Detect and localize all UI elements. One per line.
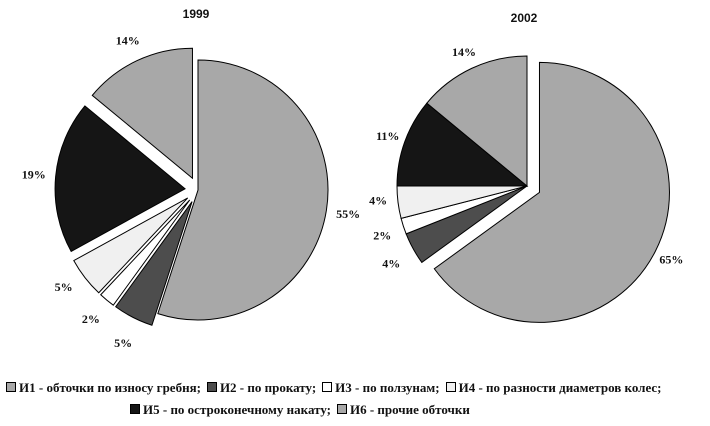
slice-И6: [426, 55, 528, 188]
slice-И4: [73, 197, 189, 294]
slice-label-И6: 14%: [116, 34, 140, 48]
legend-label: И1 - обточки по износу гребня;: [19, 380, 201, 395]
slice-label-И4: 4%: [369, 194, 387, 208]
pie-chart-1999: 1999 55% 5% 2% 5% 19% 14%: [22, 7, 360, 350]
legend-item-И5: И5 - по остроконечному накату;: [130, 402, 331, 418]
slice-label-И5: 19%: [22, 167, 46, 181]
legend-label: И2 - по прокату;: [219, 380, 317, 395]
legend-label: И6 - прочие обточки: [349, 402, 470, 417]
legend-row-2: И5 - по остроконечному накату; И6 - прочи…: [130, 402, 476, 418]
chart-title: 1999: [183, 7, 210, 21]
legend-item-И6: И6 - прочие обточки: [336, 402, 470, 418]
chart-title: 2002: [511, 11, 538, 25]
slice-label-И2: 4%: [382, 256, 400, 270]
slice-И6: [91, 47, 193, 180]
slice-label-И3: 2%: [373, 229, 391, 243]
legend-row-1: И1 - обточки по износу гребня; И2 - по пр…: [6, 380, 668, 396]
legend-label: И4 - по разности диаметров колес;: [458, 380, 662, 395]
legend-label: И3 - по ползунам;: [335, 380, 440, 395]
legend-label: И5 - по остроконечному накату;: [143, 402, 331, 417]
legend-item-И3: И3 - по ползунам;: [322, 380, 440, 396]
slice-label-И4: 5%: [55, 280, 73, 294]
slice-И5: [396, 102, 529, 187]
slice-И2: [114, 201, 193, 326]
legend-swatch: [322, 382, 333, 392]
slice-И1: [433, 61, 670, 323]
slice-label-И6: 14%: [452, 45, 476, 59]
legend-swatch: [6, 382, 16, 392]
legend-item-И4: И4 - по разности диаметров колес;: [445, 380, 662, 396]
legend-swatch: [445, 382, 456, 392]
slice-label-И1: 65%: [659, 253, 683, 267]
slice-И1: [157, 59, 329, 321]
slice-label-И1: 55%: [336, 207, 360, 221]
slice-label-И3: 2%: [82, 312, 100, 326]
legend-item-И2: И2 - по прокату;: [206, 380, 317, 396]
pie-chart-2002: 2002 65% 4% 2% 4% 11% 14%: [369, 11, 683, 323]
legend-swatch: [130, 404, 140, 414]
legend-swatch: [336, 404, 347, 414]
slice-label-И2: 5%: [114, 336, 132, 350]
slice-label-И5: 11%: [376, 129, 399, 143]
legend-swatch: [206, 382, 217, 392]
slice-И5: [54, 105, 186, 253]
slice-И3: [100, 199, 191, 306]
legend-item-И1: И1 - обточки по износу гребня;: [6, 380, 201, 396]
